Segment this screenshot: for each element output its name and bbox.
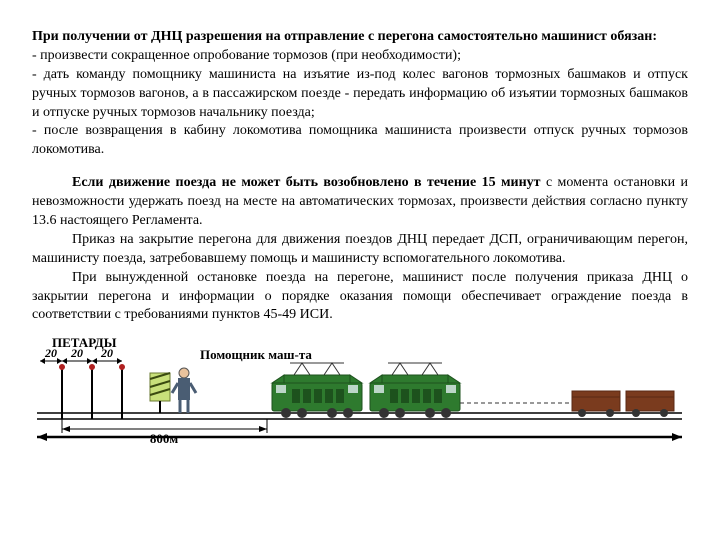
bullet-1: - произвести сокращенное опробование тор… [32, 47, 688, 66]
para-stop: При вынужденной остановке поезда на пере… [32, 269, 688, 326]
svg-text:800м: 800м [150, 431, 179, 446]
heading-line: При получении от ДНЦ разрешения на отпра… [32, 28, 688, 47]
svg-text:Помощник маш-та: Помощник маш-та [200, 347, 312, 362]
bullet-3: - после возвращения в кабину локомотива … [32, 122, 688, 160]
paragraph-gap [32, 160, 688, 174]
svg-text:20: 20 [44, 346, 57, 360]
para-resume: Если движение поезда не может быть возоб… [32, 174, 688, 231]
svg-text:20: 20 [100, 346, 113, 360]
svg-text:20: 20 [70, 346, 83, 360]
train-diagram: ПЕТАРДЫ202020800мПомощник маш-та [32, 329, 688, 449]
para-order: Приказ на закрытие перегона для движения… [32, 231, 688, 269]
para-resume-bold: Если движение поезда не может быть возоб… [72, 175, 541, 190]
bullet-2: - дать команду помощнику машиниста на из… [32, 66, 688, 123]
